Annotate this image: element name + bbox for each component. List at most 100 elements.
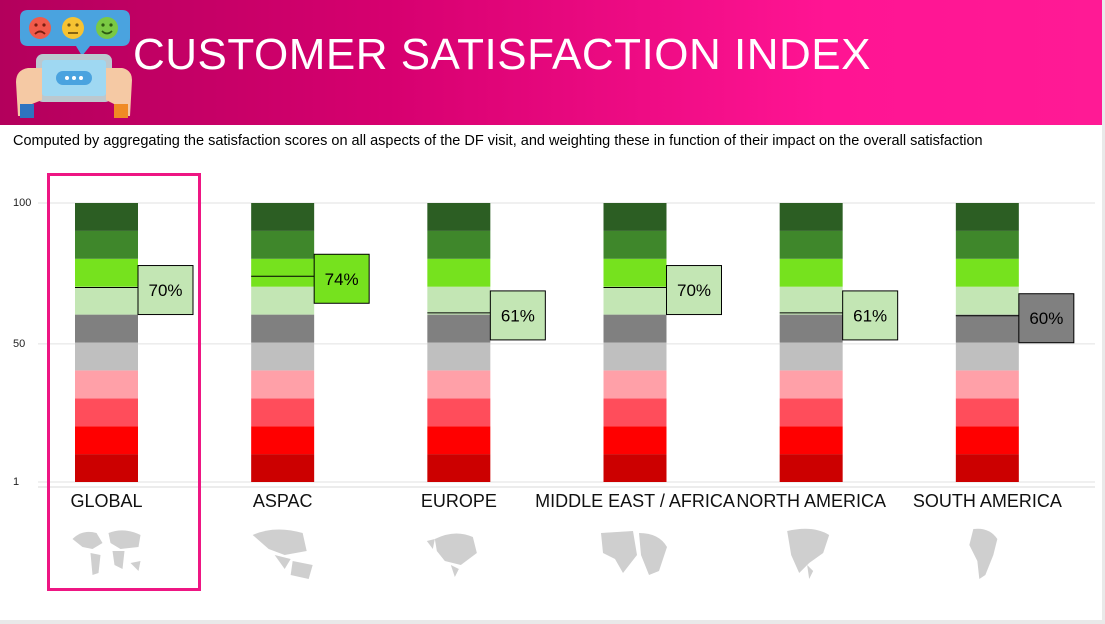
value-callout [137, 265, 194, 316]
value-callout [842, 290, 899, 341]
scale-band [603, 454, 667, 482]
map-shape [434, 533, 477, 565]
y-tick-label: 100 [13, 197, 31, 209]
map-shape [426, 539, 435, 549]
scale-band [251, 454, 315, 482]
scale-band [955, 286, 1019, 315]
scale-band [955, 342, 1019, 371]
world-map-icon [72, 530, 141, 575]
scale-band [251, 342, 315, 371]
category-label: MIDDLE EAST / AFRICA [535, 491, 735, 511]
value-label: 61% [853, 306, 887, 325]
map-shape [807, 565, 814, 579]
scale-band [955, 258, 1019, 287]
scale-band [955, 398, 1019, 427]
scale-band [251, 230, 315, 259]
value-label: 70% [148, 281, 182, 300]
scale-band [955, 203, 1019, 231]
scale-band [427, 230, 491, 259]
map-shape [450, 565, 459, 577]
scale-band [75, 203, 138, 231]
scale-band [427, 454, 491, 482]
scale-band [75, 286, 138, 315]
scale-band [603, 426, 667, 455]
map-shape [787, 528, 830, 573]
scale-band [779, 230, 843, 259]
scale-band [75, 258, 138, 287]
map-shape [274, 555, 291, 569]
highlight-frame-global [47, 173, 201, 591]
scale-band [251, 398, 315, 427]
scale-band [427, 203, 491, 231]
map-shape [252, 529, 307, 555]
scale-band [779, 398, 843, 427]
value-callout [489, 290, 546, 341]
asia-pacific-map-icon [252, 529, 313, 579]
scale-band [251, 286, 315, 315]
category-label: NORTH AMERICA [736, 491, 886, 511]
scale-band [75, 398, 138, 427]
value-label: 70% [677, 281, 711, 300]
value-callout [666, 265, 722, 316]
north-america-map-icon [787, 528, 830, 579]
south-america-map-icon [969, 528, 998, 579]
scale-band [603, 286, 667, 315]
europe-map-icon [426, 533, 477, 577]
scale-band [251, 203, 315, 231]
scale-band [779, 426, 843, 455]
page-title: CUSTOMER SATISFACTION INDEX [133, 30, 871, 79]
map-shape [72, 531, 103, 549]
scale-band [75, 230, 138, 259]
scale-band [427, 398, 491, 427]
map-shape [130, 561, 141, 571]
map-shape [112, 551, 125, 569]
scale-band [955, 370, 1019, 399]
value-callout [313, 253, 370, 304]
scale-band [955, 230, 1019, 259]
category-label: EUROPE [421, 491, 497, 511]
scale-band [75, 370, 138, 399]
scale-band [955, 454, 1019, 482]
satisfaction-chart: 100 50 1 70% GLOBAL 74% ASPAC 61% EUROPE 70% MIDDL… [13, 197, 1095, 579]
scale-band [251, 370, 315, 399]
y-tick-label: 1 [13, 476, 19, 488]
map-shape [969, 528, 998, 579]
value-label: 74% [325, 270, 359, 289]
scale-band [251, 426, 315, 455]
y-tick-label: 50 [13, 338, 25, 350]
scale-band [75, 426, 138, 455]
value-label: 61% [501, 306, 535, 325]
scale-band [779, 370, 843, 399]
category-label: GLOBAL [70, 491, 142, 511]
scale-band [427, 426, 491, 455]
map-shape [90, 553, 101, 575]
chart-subtitle: Computed by aggregating the satisfaction… [13, 133, 983, 149]
scale-band [955, 426, 1019, 455]
africa-map-icon [601, 531, 667, 575]
category-label: ASPAC [253, 491, 313, 511]
map-shape [601, 531, 637, 573]
scale-band [603, 398, 667, 427]
map-shape [290, 561, 313, 579]
scale-band [603, 230, 667, 259]
scale-band [427, 314, 491, 343]
scale-band [251, 258, 315, 287]
category-label: SOUTH AMERICA [913, 491, 1062, 511]
scale-band [779, 203, 843, 231]
scale-band [603, 258, 667, 287]
scale-band [603, 342, 667, 371]
scale-band [251, 314, 315, 343]
scale-band [75, 454, 138, 482]
scale-band [603, 370, 667, 399]
value-label: 60% [1029, 309, 1063, 328]
scale-band [427, 258, 491, 287]
scale-band [603, 203, 667, 231]
value-callout [1018, 293, 1075, 344]
scale-band [779, 286, 843, 315]
feedback-emoji-icon [16, 10, 132, 118]
scale-band [779, 454, 843, 482]
scale-band [427, 370, 491, 399]
scale-band [427, 342, 491, 371]
scale-band [603, 314, 667, 343]
